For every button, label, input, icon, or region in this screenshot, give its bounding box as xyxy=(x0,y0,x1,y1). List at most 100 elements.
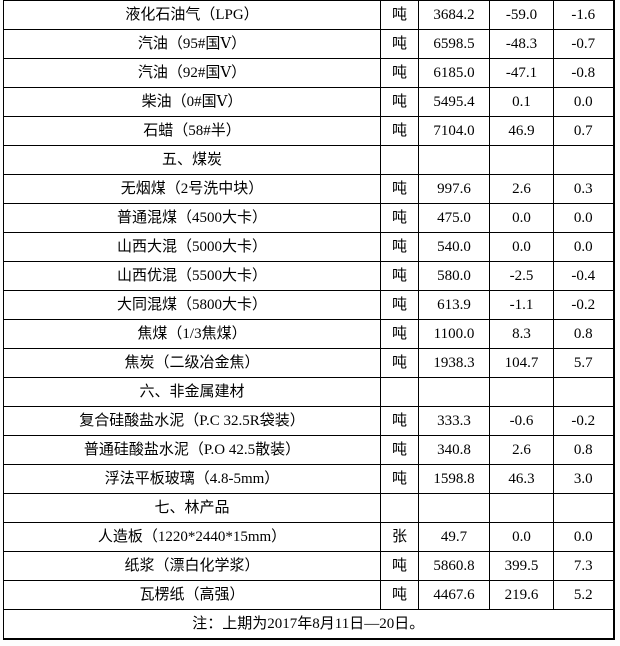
change-cell: -0.6 xyxy=(489,406,554,436)
item-row: 人造板（1220*2440*15mm）张 49.7 0.0 0.0 xyxy=(3,522,614,552)
unit-cell: 吨 xyxy=(380,0,419,30)
change-cell: 46.9 xyxy=(489,116,554,146)
change-cell xyxy=(489,145,554,175)
price-cell: 3684.2 xyxy=(418,0,490,30)
item-name-cell: 普通硅酸盐水泥（P.O 42.5散装） xyxy=(3,435,381,465)
footnote-text: 注：上期为2017年8月11日—20日。 xyxy=(3,609,614,640)
unit-cell: 吨 xyxy=(380,87,419,117)
item-name-cell: 山西大混（5000大卡） xyxy=(3,232,381,262)
unit-cell xyxy=(380,377,419,407)
price-cell: 340.8 xyxy=(418,435,490,465)
price-cell xyxy=(418,493,490,523)
pct-change-cell: 0.0 xyxy=(553,203,614,233)
pct-change-cell: 5.7 xyxy=(553,348,614,378)
item-name-cell: 五、煤炭 xyxy=(3,145,381,175)
change-cell xyxy=(489,493,554,523)
price-cell xyxy=(418,377,490,407)
change-cell: 0.0 xyxy=(489,203,554,233)
item-name-cell: 石蜡（58#半） xyxy=(3,116,381,146)
item-name-cell: 六、非金属建材 xyxy=(3,377,381,407)
unit-cell: 吨 xyxy=(380,174,419,204)
unit-cell: 吨 xyxy=(380,435,419,465)
price-cell: 1100.0 xyxy=(418,319,490,349)
pct-change-cell xyxy=(553,377,614,407)
unit-cell: 吨 xyxy=(380,348,419,378)
change-cell: 8.3 xyxy=(489,319,554,349)
section-row: 五、煤炭 xyxy=(3,145,614,175)
change-cell: 0.1 xyxy=(489,87,554,117)
item-row: 山西优混（5500大卡）吨 580.0 -2.5 -0.4 xyxy=(3,261,614,291)
item-name-cell: 人造板（1220*2440*15mm） xyxy=(3,522,381,552)
unit-cell: 吨 xyxy=(380,116,419,146)
change-cell: 2.6 xyxy=(489,174,554,204)
change-cell: 104.7 xyxy=(489,348,554,378)
price-cell: 6185.0 xyxy=(418,58,490,88)
change-cell: 219.6 xyxy=(489,580,554,610)
unit-cell xyxy=(380,145,419,175)
footnote-row: 注：上期为2017年8月11日—20日。 xyxy=(3,609,614,640)
item-row: 液化石油气（LPG）吨 3684.2 -59.0 -1.6 xyxy=(3,0,614,30)
section-row: 六、非金属建材 xyxy=(3,377,614,407)
change-cell: 2.6 xyxy=(489,435,554,465)
item-name-cell: 焦炭（二级冶金焦） xyxy=(3,348,381,378)
item-name-cell: 大同混煤（5800大卡） xyxy=(3,290,381,320)
pct-change-cell: 0.0 xyxy=(553,232,614,262)
unit-cell: 吨 xyxy=(380,319,419,349)
pct-change-cell: 0.3 xyxy=(553,174,614,204)
price-cell: 4467.6 xyxy=(418,580,490,610)
item-row: 无烟煤（2号洗中块）吨 997.6 2.6 0.3 xyxy=(3,174,614,204)
change-cell: 399.5 xyxy=(489,551,554,581)
pct-change-cell: 5.2 xyxy=(553,580,614,610)
item-name-cell: 纸浆（漂白化学浆） xyxy=(3,551,381,581)
price-cell: 333.3 xyxy=(418,406,490,436)
item-row: 普通硅酸盐水泥（P.O 42.5散装）吨 340.8 2.6 0.8 xyxy=(3,435,614,465)
unit-cell: 吨 xyxy=(380,261,419,291)
price-cell: 49.7 xyxy=(418,522,490,552)
unit-cell: 吨 xyxy=(380,29,419,59)
item-name-cell: 瓦楞纸（高强） xyxy=(3,580,381,610)
item-row: 大同混煤（5800大卡）吨 613.9 -1.1 -0.2 xyxy=(3,290,614,320)
pct-change-cell: -0.7 xyxy=(553,29,614,59)
item-row: 柴油（0#国Ⅴ）吨 5495.4 0.1 0.0 xyxy=(3,87,614,117)
change-cell: 0.0 xyxy=(489,522,554,552)
unit-cell: 吨 xyxy=(380,580,419,610)
price-cell: 475.0 xyxy=(418,203,490,233)
item-row: 瓦楞纸（高强）吨 4467.6 219.6 5.2 xyxy=(3,580,614,610)
price-cell: 1938.3 xyxy=(418,348,490,378)
price-table-body: 液化石油气（LPG）吨 3684.2 -59.0 -1.6 汽油（95#国Ⅴ）吨 6598… xyxy=(3,0,614,610)
item-name-cell: 焦煤（1/3焦煤） xyxy=(3,319,381,349)
pct-change-cell: -0.8 xyxy=(553,58,614,88)
item-row: 纸浆（漂白化学浆）吨 5860.8 399.5 7.3 xyxy=(3,551,614,581)
item-row: 汽油（95#国Ⅴ）吨 6598.5 -48.3 -0.7 xyxy=(3,29,614,59)
item-name-cell: 七、林产品 xyxy=(3,493,381,523)
price-cell: 6598.5 xyxy=(418,29,490,59)
change-cell: -48.3 xyxy=(489,29,554,59)
change-cell: 46.3 xyxy=(489,464,554,494)
price-cell: 5860.8 xyxy=(418,551,490,581)
unit-cell: 吨 xyxy=(380,464,419,494)
item-name-cell: 复合硅酸盐水泥（P.C 32.5R袋装） xyxy=(3,406,381,436)
pct-change-cell: 0.8 xyxy=(553,319,614,349)
change-cell: -2.5 xyxy=(489,261,554,291)
price-cell xyxy=(418,145,490,175)
unit-cell: 吨 xyxy=(380,406,419,436)
unit-cell xyxy=(380,493,419,523)
pct-change-cell: 0.7 xyxy=(553,116,614,146)
unit-cell: 吨 xyxy=(380,203,419,233)
item-row: 山西大混（5000大卡）吨 540.0 0.0 0.0 xyxy=(3,232,614,262)
pct-change-cell: -0.2 xyxy=(553,290,614,320)
price-table-foot: 注：上期为2017年8月11日—20日。 xyxy=(3,609,614,640)
pct-change-cell: 0.8 xyxy=(553,435,614,465)
unit-cell: 吨 xyxy=(380,232,419,262)
unit-cell: 张 xyxy=(380,522,419,552)
item-name-cell: 汽油（92#国Ⅴ） xyxy=(3,58,381,88)
change-cell: 0.0 xyxy=(489,232,554,262)
item-row: 浮法平板玻璃（4.8-5mm）吨 1598.8 46.3 3.0 xyxy=(3,464,614,494)
pct-change-cell xyxy=(553,145,614,175)
price-cell: 7104.0 xyxy=(418,116,490,146)
pct-change-cell: 0.0 xyxy=(553,87,614,117)
section-row: 七、林产品 xyxy=(3,493,614,523)
change-cell: -59.0 xyxy=(489,0,554,30)
price-cell: 5495.4 xyxy=(418,87,490,117)
